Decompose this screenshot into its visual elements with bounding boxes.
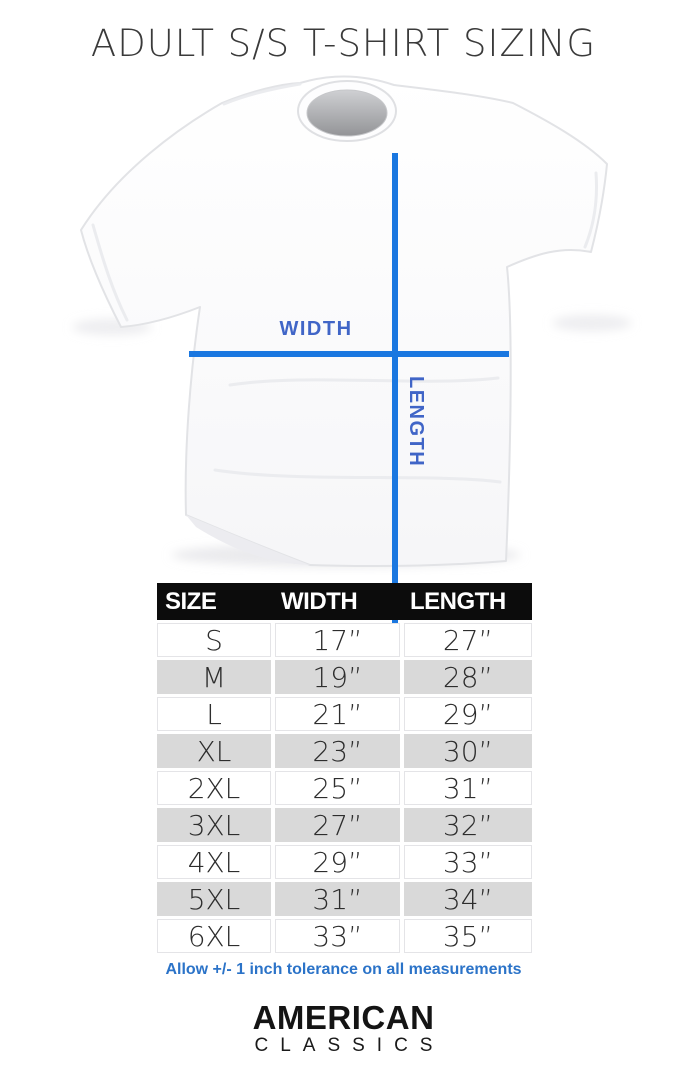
cell-size: 4XL [157,845,271,879]
cell-size: 6XL [157,919,271,953]
brand-name-secondary: CLASSICS [254,1035,445,1056]
cell-length: 34” [404,882,532,916]
cell-length: 30” [404,734,532,768]
cell-size: M [157,660,271,694]
cell-width: 31” [275,882,400,916]
cell-length: 29” [404,697,532,731]
width-measure-line [189,351,509,357]
cell-width: 19” [275,660,400,694]
cell-size: 5XL [157,882,271,916]
table-row: M 19” 28” [157,660,532,694]
table-row: 4XL 29” 33” [157,845,532,879]
cell-width: 25” [275,771,400,805]
size-table-body: S 17” 27” M 19” 28” L 21” 29” XL 23” 30”… [157,623,532,953]
header-width: WIDTH [281,587,358,615]
header-length: LENGTH [410,587,506,615]
table-row: 3XL 27” 32” [157,808,532,842]
cell-size: 2XL [157,771,271,805]
size-table: SIZE WIDTH LENGTH S 17” 27” M 19” 28” L … [157,583,532,953]
cell-size: XL [157,734,271,768]
width-label: WIDTH [279,318,353,340]
cell-length: 33” [404,845,532,879]
wrinkle-lines [91,82,598,484]
table-row: 6XL 33” 35” [157,919,532,953]
brand-name-primary: AMERICAN [252,999,435,1036]
table-row: 2XL 25” 31” [157,771,532,805]
cell-size: 3XL [157,808,271,842]
table-row: XL 23” 30” [157,734,532,768]
size-table-header: SIZE WIDTH LENGTH [157,583,532,620]
cell-width: 33” [275,919,400,953]
collar-inner [306,89,388,137]
table-row: L 21” 29” [157,697,532,731]
cell-width: 29” [275,845,400,879]
cell-length: 31” [404,771,532,805]
cell-size: L [157,697,271,731]
header-size: SIZE [165,587,217,615]
tshirt-illustration [72,75,632,567]
cell-width: 23” [275,734,400,768]
brand-logo: AMERICAN CLASSICS [0,1001,687,1055]
length-label: LENGTH [405,376,427,468]
cell-width: 17” [275,623,400,657]
cell-size: S [157,623,271,657]
cell-length: 32” [404,808,532,842]
cell-length: 28” [404,660,532,694]
cell-width: 21” [275,697,400,731]
table-row: S 17” 27” [157,623,532,657]
length-measure-line [392,153,398,640]
cell-length: 35” [404,919,532,953]
cell-width: 27” [275,808,400,842]
tshirt-body [80,75,608,567]
tolerance-note: Allow +/- 1 inch tolerance on all measur… [165,961,522,978]
page-title: ADULT S/S T-SHIRT SIZING [90,22,597,65]
table-row: 5XL 31” 34” [157,882,532,916]
cell-length: 27” [404,623,532,657]
shirt-diagram: WIDTH LENGTH [0,75,687,640]
